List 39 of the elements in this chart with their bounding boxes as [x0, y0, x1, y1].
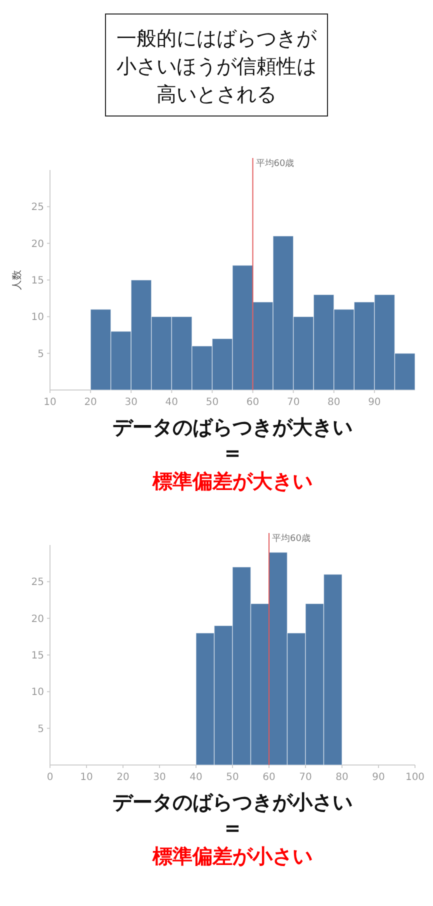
x-tick-label: 20: [116, 772, 130, 783]
x-tick-label: 0: [46, 772, 54, 783]
x-tick-label: 80: [328, 397, 340, 408]
y-axis-title: 人数: [12, 270, 23, 290]
text: 一般的にはばらつきが小さいほうが信頼性は高いとされる: [116, 26, 318, 106]
x-tick-label: 40: [165, 397, 178, 408]
text: データのばらつきが大きい: [112, 415, 352, 439]
text: 標準偏差が小さい: [152, 844, 312, 868]
text: データのばらつきが小さい: [112, 790, 352, 814]
x-tick-label: 80: [336, 772, 348, 783]
y-tick-label: 15: [31, 276, 44, 286]
x-tick-label: 70: [286, 397, 300, 408]
y-tick-label: 25: [31, 577, 44, 588]
text: ＝: [222, 816, 244, 841]
x-tick-label: 30: [124, 397, 138, 408]
x-tick-label: 70: [299, 772, 312, 783]
x-tick-label: 10: [80, 772, 93, 783]
text: 標準偏差が大きい: [152, 469, 312, 493]
x-tick-label: 60: [262, 772, 276, 783]
y-tick-label: 20: [31, 238, 44, 250]
y-tick-label: 25: [31, 202, 44, 214]
x-tick-label: 40: [190, 772, 202, 783]
y-tick-label: 5: [38, 724, 44, 735]
x-tick-label: 30: [153, 772, 166, 783]
x-tick-label: 90: [372, 772, 385, 783]
x-tick-label: 60: [246, 397, 260, 408]
x-tick-label: 50: [226, 772, 239, 783]
x-tick-label: 50: [206, 397, 219, 408]
y-tick-label: 15: [31, 650, 44, 662]
y-tick-label: 5: [38, 348, 44, 360]
ref-line-label: 平均60歳: [256, 158, 294, 169]
ref-line-label: 平均60歳: [272, 533, 310, 544]
y-tick-label: 10: [31, 312, 44, 324]
text: ＝: [222, 441, 244, 466]
x-tick-label: 20: [84, 397, 97, 408]
y-tick-label: 10: [31, 687, 44, 698]
x-tick-label: 90: [368, 397, 381, 408]
y-tick-label: 20: [31, 614, 44, 625]
x-tick-label: 100: [405, 772, 425, 783]
